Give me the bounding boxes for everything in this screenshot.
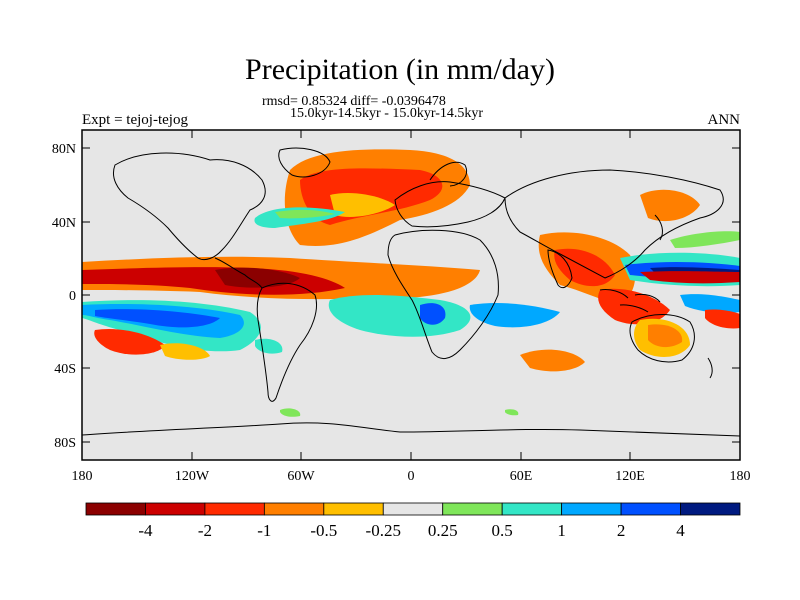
season-label: ANN: [707, 112, 741, 128]
lat-tick-80s: 80S: [54, 436, 76, 451]
anomaly-gulfstream-green: [275, 209, 335, 219]
stats-periods: 15.0kyr-14.5kyr - 15.0kyr-14.5kyr: [290, 106, 484, 121]
coast-india: [547, 249, 573, 289]
coastlines: [82, 147, 740, 437]
colorbar: [85, 502, 741, 516]
colorbar-box: [680, 502, 741, 516]
anomaly-south-indian-orange: [520, 349, 585, 372]
coast-scandinavia: [429, 161, 467, 187]
colorbar-label: 0.5: [492, 521, 513, 540]
anomaly-east-red: [705, 309, 740, 329]
colorbar-label: 4: [676, 521, 685, 540]
lat-tick-40n: 40N: [52, 216, 76, 231]
stats-rmsd-diff: rmsd= 0.85324 diff= -0.0396478: [262, 94, 446, 109]
colorbar-box: [382, 502, 444, 516]
colorbar-label: -1: [257, 521, 271, 540]
anomaly-south-pacific-yellow: [160, 343, 210, 360]
colorbar-labels: -4 -2 -1 -0.5 -0.25 0.25 0.5 1 2 4: [138, 521, 685, 540]
coast-africa: [387, 229, 499, 359]
latitude-axis: [82, 147, 740, 443]
colorbar-label: -4: [138, 521, 153, 540]
coast-japan: [654, 214, 663, 241]
anomaly-east-pacific-red: [640, 271, 740, 284]
anomaly-north-pacific-green: [670, 231, 740, 248]
coast-north-america: [113, 152, 266, 261]
lat-tick-80n: 80N: [52, 142, 76, 157]
lon-tick-180-left: 180: [72, 469, 93, 484]
colorbar-box: [620, 502, 681, 516]
colorbar-label: 2: [617, 521, 626, 540]
coast-asia: [504, 169, 724, 279]
colorbar-box: [85, 502, 146, 516]
colorbar-label: -0.5: [310, 521, 337, 540]
colorbar-box: [501, 502, 563, 516]
anomaly-north-pacific-orange: [640, 189, 700, 222]
coast-australia: [629, 314, 695, 363]
lat-tick-40s: 40S: [54, 362, 76, 377]
lat-tick-0: 0: [69, 289, 76, 304]
anomaly-north-atlantic-yellow: [330, 193, 395, 217]
colorbar-box: [145, 502, 206, 516]
colorbar-box: [263, 502, 325, 516]
experiment-label: Expt = tejoj-tejog: [82, 112, 188, 128]
colorbar-label: -2: [198, 521, 212, 540]
colorbar-box: [323, 502, 384, 516]
lon-tick-180-right: 180: [730, 469, 751, 484]
anomaly-tropical-deepred: [215, 267, 300, 288]
lon-tick-120e: 120E: [615, 469, 645, 484]
lon-tick-120w: 120W: [175, 469, 210, 484]
anomaly-indian-cyan: [469, 302, 560, 328]
coast-new-zealand: [707, 357, 713, 379]
anomaly-southern-green-2: [505, 409, 519, 416]
anomaly-australia-red: [648, 324, 683, 348]
coast-south-america: [256, 282, 317, 402]
colorbar-box: [204, 502, 265, 516]
colorbar-box: [442, 502, 503, 516]
coast-central-america: [214, 257, 263, 289]
anomaly-field: [82, 149, 740, 417]
lon-tick-0: 0: [408, 469, 415, 484]
colorbar-label: 0.25: [428, 521, 458, 540]
anomaly-south-pacific-red: [94, 328, 165, 355]
anomaly-africa-deepblue: [420, 303, 446, 325]
colorbar-box: [561, 502, 622, 516]
lon-tick-60e: 60E: [510, 469, 533, 484]
colorbar-label: -0.25: [366, 521, 401, 540]
anomaly-south-pacific-east-blue: [680, 294, 740, 313]
anomaly-south-pacific-blue: [95, 309, 220, 328]
coast-greenland: [278, 147, 331, 178]
lon-tick-60w: 60W: [287, 469, 315, 484]
colorbar-label: 1: [557, 521, 566, 540]
coast-antarctica: [82, 422, 740, 437]
coast-indonesia: [599, 289, 661, 313]
anomaly-southern-green: [280, 408, 301, 417]
plot-title: Precipitation (in mm/day): [245, 53, 555, 86]
coast-europe: [394, 181, 506, 228]
longitude-axis: [81, 130, 741, 460]
